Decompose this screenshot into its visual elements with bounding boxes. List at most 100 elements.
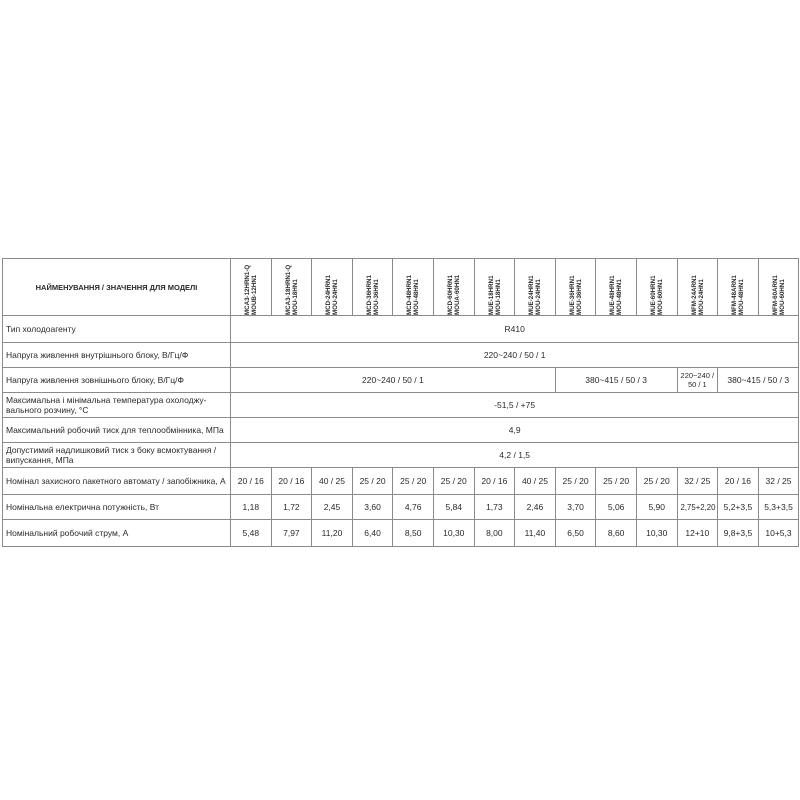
cell: 10+5,3 bbox=[757, 519, 800, 547]
table-row: Номінальна електрична потужність, Вт 1,18… bbox=[2, 494, 800, 520]
cell: 25 / 20 bbox=[351, 467, 394, 495]
model-name: MCA3-12HRN1-Q bbox=[244, 264, 251, 315]
model-name: MUE-18HRN1 bbox=[487, 275, 495, 315]
model-name: MOU-48HN1 bbox=[738, 279, 746, 315]
model-name: MUE-60HRN1 bbox=[649, 275, 657, 315]
model-name: MOU-24HN1 bbox=[332, 279, 340, 315]
cell: 1,18 bbox=[230, 494, 272, 520]
model-header: MCA3-18HRN1-Q MOU-18HN1 bbox=[270, 258, 313, 316]
cell: 2,75+2,20 bbox=[676, 494, 719, 520]
model-name: MOU-18HN1 bbox=[291, 279, 299, 315]
cell: 1,72 bbox=[270, 494, 313, 520]
cell: 5,84 bbox=[432, 494, 475, 520]
cell: 20 / 16 bbox=[473, 467, 516, 495]
cell: 6,50 bbox=[554, 519, 597, 547]
table-row: Номінал захисного пакетного автомату / з… bbox=[2, 467, 800, 495]
table-row: Номінальний робочий струм, А 5,48 7,97 11,2… bbox=[2, 519, 800, 547]
cell: 25 / 20 bbox=[554, 467, 597, 495]
cell: 2,45 bbox=[311, 494, 353, 520]
model-name: MOU-60HN1 bbox=[778, 279, 786, 315]
cell: 10,30 bbox=[635, 519, 678, 547]
cell: 10,30 bbox=[432, 519, 475, 547]
table-row: Максимальна і мінімальна температура охо… bbox=[2, 392, 800, 418]
model-name: MOU-24HN1 bbox=[697, 279, 705, 315]
cell: 25 / 20 bbox=[432, 467, 475, 495]
spec-table: НАЙМЕНУВАННЯ / ЗНАЧЕННЯ ДЛЯ МОДЕЛІ MCA3-… bbox=[2, 258, 800, 547]
row-label: Номінальна електрична потужність, Вт bbox=[2, 494, 231, 520]
cell: 8,60 bbox=[595, 519, 637, 547]
cell: 380~415 / 50 / 3 bbox=[717, 367, 800, 393]
model-header: MFM-60ARN1 MOU-60HN1 bbox=[757, 258, 800, 316]
header-label: НАЙМЕНУВАННЯ / ЗНАЧЕННЯ ДЛЯ МОДЕЛІ bbox=[2, 258, 231, 316]
model-name: MCA3-18HRN1-Q bbox=[284, 264, 292, 315]
model-name: MOU-48HN1 bbox=[413, 279, 421, 315]
cell: 12+10 bbox=[676, 519, 719, 547]
table-row: Тип холодоагенту R410 bbox=[2, 315, 800, 343]
cell: 20 / 16 bbox=[717, 467, 759, 495]
cell: 5,2+3,5 bbox=[717, 494, 759, 520]
model-name: MCD-36HRN1 bbox=[365, 275, 373, 315]
model-header: MCA3-12HRN1-Q MOUB-12HN1 bbox=[230, 258, 272, 316]
cell: 5,3+3,5 bbox=[757, 494, 800, 520]
table-row: Допустимий надлишковий тиск з боку всмок… bbox=[2, 442, 800, 468]
cell: 25 / 20 bbox=[635, 467, 678, 495]
cell: 11,40 bbox=[514, 519, 556, 547]
cell: 220~240 / 50 / 1 bbox=[676, 367, 719, 393]
cell: 5,06 bbox=[595, 494, 637, 520]
cell: 8,50 bbox=[392, 519, 434, 547]
cell: 1,73 bbox=[473, 494, 516, 520]
cell: R410 bbox=[229, 315, 800, 343]
header-row: НАЙМЕНУВАННЯ / ЗНАЧЕННЯ ДЛЯ МОДЕЛІ MCA3-… bbox=[2, 258, 800, 316]
cell: 2,46 bbox=[514, 494, 556, 520]
model-header: MFM-24ARN1 MOU-24HN1 bbox=[676, 258, 719, 316]
model-header: MCD-48HRN1 MOU-48HN1 bbox=[392, 258, 434, 316]
model-name: MOU-36HN1 bbox=[575, 279, 583, 315]
cell: 25 / 20 bbox=[595, 467, 637, 495]
row-label: Максимальний робочий тиск для теплообмін… bbox=[2, 417, 231, 443]
model-name: MOU-36HN1 bbox=[372, 279, 380, 315]
row-label: Допустимий надлишковий тиск з боку всмок… bbox=[2, 442, 231, 468]
model-header: MUE-36HRN1 MOU-36HN1 bbox=[554, 258, 597, 316]
cell: -51,5 / +75 bbox=[229, 392, 800, 418]
model-name: MFM-60ARN1 bbox=[771, 275, 779, 315]
row-label: Тип холодоагенту bbox=[2, 315, 231, 343]
cell: 3,60 bbox=[351, 494, 394, 520]
model-header: MUE-60HRN1 MOU-60HN1 bbox=[635, 258, 678, 316]
model-header: MCD-24HRN1 MOU-24HN1 bbox=[311, 258, 353, 316]
model-name: MOUA-60HN1 bbox=[453, 274, 461, 315]
cell: 20 / 16 bbox=[270, 467, 313, 495]
cell: 4,2 / 1,5 bbox=[229, 442, 800, 468]
table-row: Напруга живлення зовнішнього блоку, В/Гц… bbox=[2, 367, 800, 393]
model-name: MUE-36HRN1 bbox=[568, 275, 576, 315]
model-name: MOU-24HN1 bbox=[535, 279, 543, 315]
table-row: Максимальний робочий тиск для теплообмін… bbox=[2, 417, 800, 443]
cell: 5,90 bbox=[635, 494, 678, 520]
row-label: Номінальний робочий струм, А bbox=[2, 519, 231, 547]
row-label: Напруга живлення зовнішнього блоку, В/Гц… bbox=[2, 367, 231, 393]
model-header: MUE-18HRN1 MOU-18HN1 bbox=[473, 258, 516, 316]
cell: 20 / 16 bbox=[230, 467, 272, 495]
cell: 11,20 bbox=[311, 519, 353, 547]
cell: 3,70 bbox=[554, 494, 597, 520]
table-row: Напруга живлення внутрішнього блоку, В/Г… bbox=[2, 342, 800, 368]
cell: 220~240 / 50 / 1 bbox=[229, 342, 800, 368]
cell: 8,00 bbox=[473, 519, 516, 547]
cell: 32 / 25 bbox=[757, 467, 800, 495]
cell: 4,9 bbox=[229, 417, 800, 443]
model-header: MCD-36HRN1 MOU-36HN1 bbox=[351, 258, 394, 316]
model-name: MOU-18HN1 bbox=[494, 279, 502, 315]
cell: 32 / 25 bbox=[676, 467, 719, 495]
cell: 5,48 bbox=[230, 519, 272, 547]
model-name: MFM-24ARN1 bbox=[690, 275, 698, 315]
model-name: MOUB-12HN1 bbox=[251, 274, 258, 315]
model-name: MOU-48HN1 bbox=[616, 279, 624, 315]
cell: 7,97 bbox=[270, 519, 313, 547]
row-label: Номінал захисного пакетного автомату / з… bbox=[2, 467, 231, 495]
cell: 40 / 25 bbox=[514, 467, 556, 495]
cell: 380~415 / 50 / 3 bbox=[554, 367, 678, 393]
cell: 220~240 / 50 / 1 bbox=[230, 367, 556, 393]
row-label: Напруга живлення внутрішнього блоку, В/Г… bbox=[2, 342, 231, 368]
model-header: MFM-48ARN1 MOU-48HN1 bbox=[717, 258, 759, 316]
model-name: MCD-60HRN1 bbox=[446, 275, 454, 315]
cell: 4,76 bbox=[392, 494, 434, 520]
